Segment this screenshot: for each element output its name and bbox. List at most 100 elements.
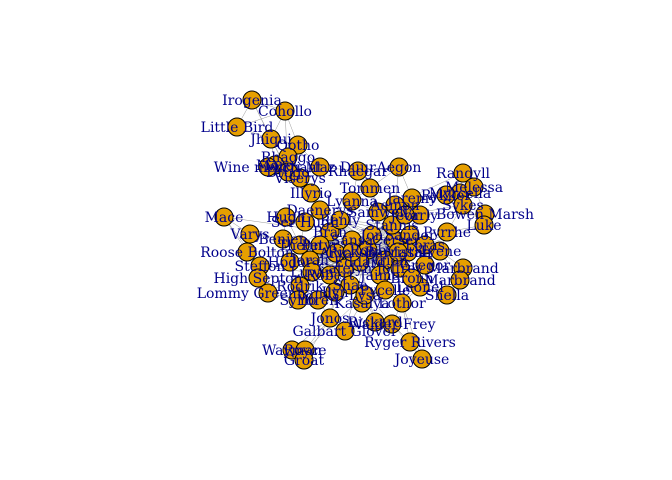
graph-node-label-bowen: Bowen Marsh: [436, 207, 534, 223]
graph-node-pyrrhe: [437, 222, 457, 242]
graph-node-jonos: [320, 308, 340, 328]
graph-node-little-bird: [227, 117, 247, 137]
graph-node-label-sandor: Sandor: [384, 228, 435, 244]
graph-node-label-leonel: Leonel: [396, 280, 444, 296]
graph-node-label-little-bird: Little Bird: [201, 120, 274, 136]
graph-node-loras: [415, 235, 435, 255]
graph-node-theon: [290, 235, 310, 255]
graph-node-tommen: [360, 178, 380, 198]
graph-node-label-marbrand: Marbrand: [427, 261, 498, 277]
graph-node-label-tyene: Tyene: [419, 244, 462, 260]
graph-node-viserys: [290, 168, 310, 188]
graph-node-label-marbrand2: Marbrand: [424, 273, 495, 289]
graph-node-label-benjen: Benjen: [258, 232, 307, 248]
graph-node-petyr: [310, 235, 330, 255]
graph-node-label-jorah: Jorah: [289, 253, 329, 269]
graph-node-label-pyrrhe: Pyrrhe: [423, 225, 471, 241]
graph-node-label-petyr: Petyr: [301, 238, 339, 254]
graph-node-renly: [330, 210, 350, 230]
graph-node-label-jaremy: Jaremy: [385, 191, 437, 207]
graph-node-label-rykker: Rykker: [421, 188, 471, 204]
graph-node-label-varys: Varys: [230, 227, 270, 243]
graph-node-label-galbart: Galbart Glover: [292, 324, 397, 340]
graph-node-rickon: [342, 242, 362, 262]
graph-node-label-tommen: Tommen: [340, 181, 401, 197]
graph-node-label-masha: Masha: [384, 245, 431, 261]
graph-nodes: [214, 90, 495, 370]
graph-node-label-hodor: Hodor: [268, 255, 313, 271]
graph-node-label-arya: Arya: [318, 246, 352, 262]
graph-node-label-jon: Jon: [358, 228, 383, 244]
graph-node-label-yoren: Yoren: [297, 293, 338, 309]
graph-node-joyeuse: [412, 349, 432, 369]
graph-node-label-mirri: Mirri Maz Duur: [264, 160, 376, 176]
graph-node-label-mace: Mace: [205, 210, 244, 226]
graph-node-label-daenerys: Daenerys: [287, 203, 354, 219]
graph-node-galbart: [335, 321, 355, 341]
graph-node-label-viserys: Viserys: [273, 171, 326, 187]
graph-node-samwell: [368, 202, 388, 222]
graph-node-label-illyrio: Illyrio: [290, 186, 332, 202]
graph-node-label-pycelle: Pycelle: [360, 283, 411, 299]
graph-node-lyanna: [342, 191, 362, 211]
graph-node-cohollo: [275, 101, 295, 121]
graph-node-label-robb: Robb: [350, 243, 387, 259]
graph-node-yoren: [308, 290, 328, 310]
graph-node-jaremy: [402, 188, 422, 208]
graph-node-wine-merchant: [258, 157, 278, 177]
graph-node-label-joffrey: Joffrey: [375, 261, 424, 277]
graph-node-label-wine-merchant: Wine merchant: [214, 160, 323, 176]
graph-node-label-bran: Bran: [313, 225, 347, 241]
graph-node-label-rickard: Rickard: [347, 315, 402, 331]
graph-node-label-groat: Groat: [284, 353, 325, 369]
graph-node-label-renly: Renly: [320, 213, 360, 229]
graph-node-aegon: [389, 157, 409, 177]
graph-node-label-moro: Moro: [256, 158, 294, 174]
graph-node-randyll: [453, 163, 473, 183]
graph-node-label-theon: Theon: [278, 238, 322, 254]
graph-node-label-syrio: Syrio: [279, 293, 316, 309]
graph-node-label-lysa: Lysa: [349, 288, 382, 304]
graph-node-benjen: [273, 229, 293, 249]
graph-node-label-joyeuse: Joyeuse: [393, 352, 450, 368]
graph-node-ryger: [400, 332, 420, 352]
graph-node-irogenia: [242, 90, 262, 110]
graph-node-label-drogo: Drogo: [266, 165, 310, 181]
graph-node-label-steffon: Steffon: [235, 259, 286, 275]
graph-node-illyrio: [301, 183, 321, 203]
graph-node-sykes: [453, 195, 473, 215]
graph-node-label-lommy: Lommy Greenhands: [197, 286, 340, 302]
graph-node-label-rodrik: Rodrik: [276, 279, 324, 295]
graph-node-label-jhiqui: Jhiqui: [248, 132, 292, 148]
graph-node-label-melessa: Melessa: [445, 180, 503, 196]
graph-node-label-wayman: Wayman: [262, 343, 322, 359]
graph-node-jeor: [395, 205, 415, 225]
graph-node-label-tyrion: Tyrion: [362, 253, 408, 269]
graph-node-label-rhaggo: Rhaggo: [261, 150, 315, 166]
graph-node-label-luwin: Luwin: [290, 265, 334, 281]
graph-node-label-barristan: Barristan: [365, 245, 432, 261]
graph-node-label-stannis: Stannis: [365, 218, 418, 234]
graph-node-roose: [237, 242, 257, 262]
graph-node-rykker: [436, 185, 456, 205]
graph-node-label-rhaegar: Rhaegar: [328, 164, 388, 180]
graph-node-luwin: [302, 262, 322, 282]
graph-node-melessa: [464, 177, 484, 197]
graph-node-label-royce: Royce: [283, 343, 326, 359]
graph-node-label-roose: Roose Bolton: [200, 245, 294, 261]
graph-node-label-lothor: Lothor: [378, 296, 426, 312]
graph-node-label-luke: Luke: [466, 218, 501, 234]
graph-node-label-sansa: Sansa: [331, 233, 374, 249]
graph-node-barristan: [388, 242, 408, 262]
graph-edge: [401, 302, 423, 360]
graph-node-shella: [437, 285, 457, 305]
graph-node-label-cersei: Cersei: [372, 233, 418, 249]
graph-node-label-eddard: Eddard: [334, 255, 386, 271]
graph-node-jon: [362, 225, 382, 245]
graph-node-gregor: [415, 255, 435, 275]
graph-node-stannis: [382, 215, 402, 235]
graph-node-walder: [382, 314, 402, 334]
graph-node-label-high-septon: High Septon: [213, 271, 302, 287]
